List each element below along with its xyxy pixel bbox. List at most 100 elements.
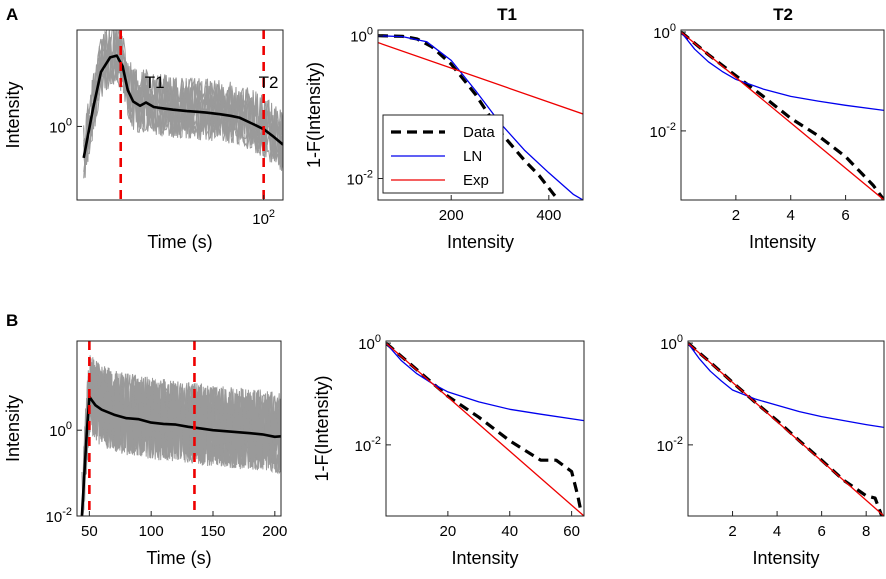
- y-tick-label-base: 10: [358, 336, 375, 353]
- plot-area: [386, 341, 584, 516]
- series-line-ln: [386, 342, 584, 422]
- series-line-exp: [378, 41, 583, 115]
- y-tick-label-exp: -2: [62, 506, 72, 518]
- x-tick-label: 8: [862, 523, 870, 540]
- x-tick-label: 20: [440, 523, 457, 540]
- legend-label-exp: Exp: [463, 172, 489, 189]
- axes-box: [385, 340, 585, 517]
- y-tick-label-exp: -2: [673, 435, 683, 447]
- axes-box: [76, 29, 284, 201]
- plot-area: [688, 341, 884, 516]
- panel-label-a: A: [6, 5, 18, 24]
- axes-box: [76, 340, 282, 517]
- y-tick-label-base: 10: [49, 423, 66, 440]
- x-axis-label: Intensity: [447, 232, 514, 252]
- axes-box: [377, 29, 584, 201]
- x-tick-label: 6: [841, 207, 849, 224]
- legend: Data LN Exp: [382, 114, 504, 194]
- axes-box: [680, 29, 885, 201]
- x-tick-label: 2: [732, 207, 740, 224]
- series-line-ln: [681, 31, 884, 112]
- x-tick-label: 400: [536, 207, 561, 224]
- series-line-mean: [80, 395, 281, 516]
- x-tick-label: 200: [262, 523, 287, 540]
- y-tick-label: 10-2: [355, 435, 381, 455]
- y-tick-label-base: 10: [657, 438, 674, 455]
- y-tick-label: 100: [49, 116, 72, 136]
- x-tick-label: 150: [200, 523, 225, 540]
- y-tick-label-base: 10: [650, 124, 667, 141]
- plot-area: [80, 355, 281, 516]
- x-tick-label: 4: [773, 523, 781, 540]
- y-tick-label: 100: [660, 333, 683, 353]
- y-tick-label-exp: 0: [66, 116, 72, 128]
- y-tick-label-exp: 0: [677, 333, 683, 345]
- y-tick-label: 10-2: [46, 506, 72, 526]
- x-tick-label: 60: [563, 523, 580, 540]
- x-axis-label: Time (s): [147, 232, 212, 252]
- x-axis-label: Intensity: [749, 232, 816, 252]
- x-tick-label-base: 10: [252, 211, 269, 228]
- series-line-data: [386, 341, 583, 512]
- x-axis-label: Intensity: [752, 548, 819, 568]
- column-title-t1: T1: [497, 5, 517, 24]
- x-tick-label-exp: 2: [269, 208, 275, 220]
- y-tick-label-exp: -2: [371, 435, 381, 447]
- series-line-ln: [378, 35, 583, 200]
- x-tick-label: 200: [439, 207, 464, 224]
- column-title-t2: T2: [773, 5, 793, 24]
- y-tick-label-base: 10: [347, 171, 364, 188]
- axes-box: [687, 340, 885, 517]
- series-line-data: [681, 30, 884, 200]
- y-tick-label-exp: 0: [375, 333, 381, 345]
- x-axis-label: Intensity: [451, 548, 518, 568]
- x-tick-label: 102: [252, 208, 275, 228]
- x-tick-label: 6: [817, 523, 825, 540]
- series-line-exp: [688, 342, 884, 516]
- y-tick-label-base: 10: [355, 438, 372, 455]
- x-tick-label: 50: [81, 523, 98, 540]
- y-tick-label: 10-2: [657, 435, 683, 455]
- y-tick-label: 100: [49, 420, 72, 440]
- series-line-mean: [82, 54, 283, 159]
- y-axis-label: Intensity: [3, 395, 23, 462]
- y-tick-label: 10-2: [650, 121, 676, 141]
- y-axis-label: Intensity: [3, 81, 23, 148]
- y-tick-label-base: 10: [49, 119, 66, 136]
- y-tick-label: 10-2: [347, 168, 373, 188]
- x-tick-label: 4: [787, 207, 795, 224]
- y-tick-label-exp: -2: [363, 168, 373, 180]
- series-line-exp: [386, 342, 584, 516]
- plot-area: [681, 30, 884, 200]
- y-tick-label-base: 10: [660, 336, 677, 353]
- x-tick-label: 2: [728, 523, 736, 540]
- y-tick-label-exp: 0: [66, 420, 72, 432]
- y-tick-label: 100: [653, 22, 676, 42]
- x-tick-label: 40: [501, 523, 518, 540]
- y-tick-label-exp: 0: [670, 22, 676, 34]
- y-tick-label-exp: -2: [666, 121, 676, 133]
- marker-label-t1: T1: [145, 73, 165, 92]
- y-tick-label-base: 10: [350, 29, 367, 46]
- marker-label-t2: T2: [259, 73, 279, 92]
- y-axis-label: 1-F(Intensity): [312, 375, 332, 481]
- y-tick-label-exp: 0: [367, 26, 373, 38]
- y-tick-label-base: 10: [653, 25, 670, 42]
- series-line-exp: [681, 31, 884, 200]
- plot-area: [82, 30, 283, 179]
- y-tick-label-base: 10: [46, 509, 63, 526]
- x-tick-label: 100: [139, 523, 164, 540]
- series-line-ln: [688, 342, 884, 429]
- y-axis-label: 1-F(Intensity): [304, 62, 324, 168]
- legend-label-data: Data: [463, 124, 495, 141]
- legend-label-ln: LN: [463, 148, 482, 165]
- panel-label-b: B: [6, 311, 18, 330]
